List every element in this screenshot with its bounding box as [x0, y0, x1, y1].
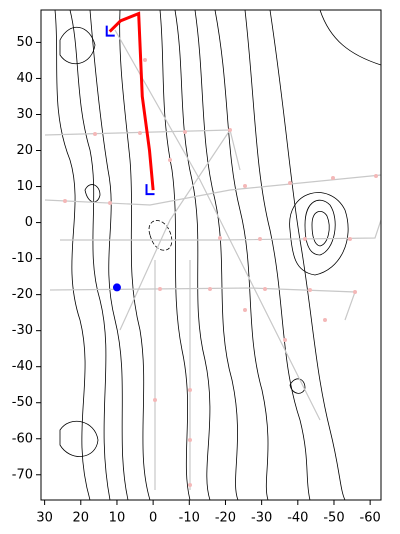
- x-tick-label: -50: [323, 511, 344, 526]
- y-tick-label: 40: [16, 71, 33, 86]
- x-tick-label: -60: [360, 511, 381, 526]
- map-area: [41, 10, 381, 500]
- y-tick-label: -40: [12, 359, 33, 374]
- track-dots: [63, 58, 378, 487]
- x-tick-label: -30: [251, 511, 272, 526]
- x-tick-label: 20: [73, 511, 90, 526]
- marker: [105, 25, 115, 37]
- tracks: [44, 29, 381, 490]
- y-tick-label: -20: [12, 287, 33, 302]
- contours: [54, 10, 381, 500]
- y-tick-label: -10: [12, 251, 33, 266]
- x-tick-label: -20: [215, 511, 236, 526]
- y-tick-label: -50: [12, 395, 33, 410]
- x-tick-label: 30: [36, 511, 53, 526]
- y-tick-label: 20: [16, 143, 33, 158]
- map-frame: [40, 9, 382, 501]
- x-tick-label: -10: [179, 511, 200, 526]
- y-tick-label: 50: [16, 35, 33, 50]
- x-tick-label: -40: [287, 511, 308, 526]
- x-tick-label: 0: [149, 511, 157, 526]
- point: [112, 283, 121, 292]
- marker: [145, 184, 155, 196]
- y-tick-label: -60: [12, 431, 33, 446]
- y-tick-label: -30: [12, 323, 33, 338]
- y-tick-label: 0: [25, 215, 33, 230]
- y-tick-label: -70: [12, 467, 33, 482]
- route: [108, 11, 155, 191]
- y-tick-label: 10: [16, 179, 33, 194]
- y-tick-label: 30: [16, 107, 33, 122]
- x-tick-label: 10: [109, 511, 126, 526]
